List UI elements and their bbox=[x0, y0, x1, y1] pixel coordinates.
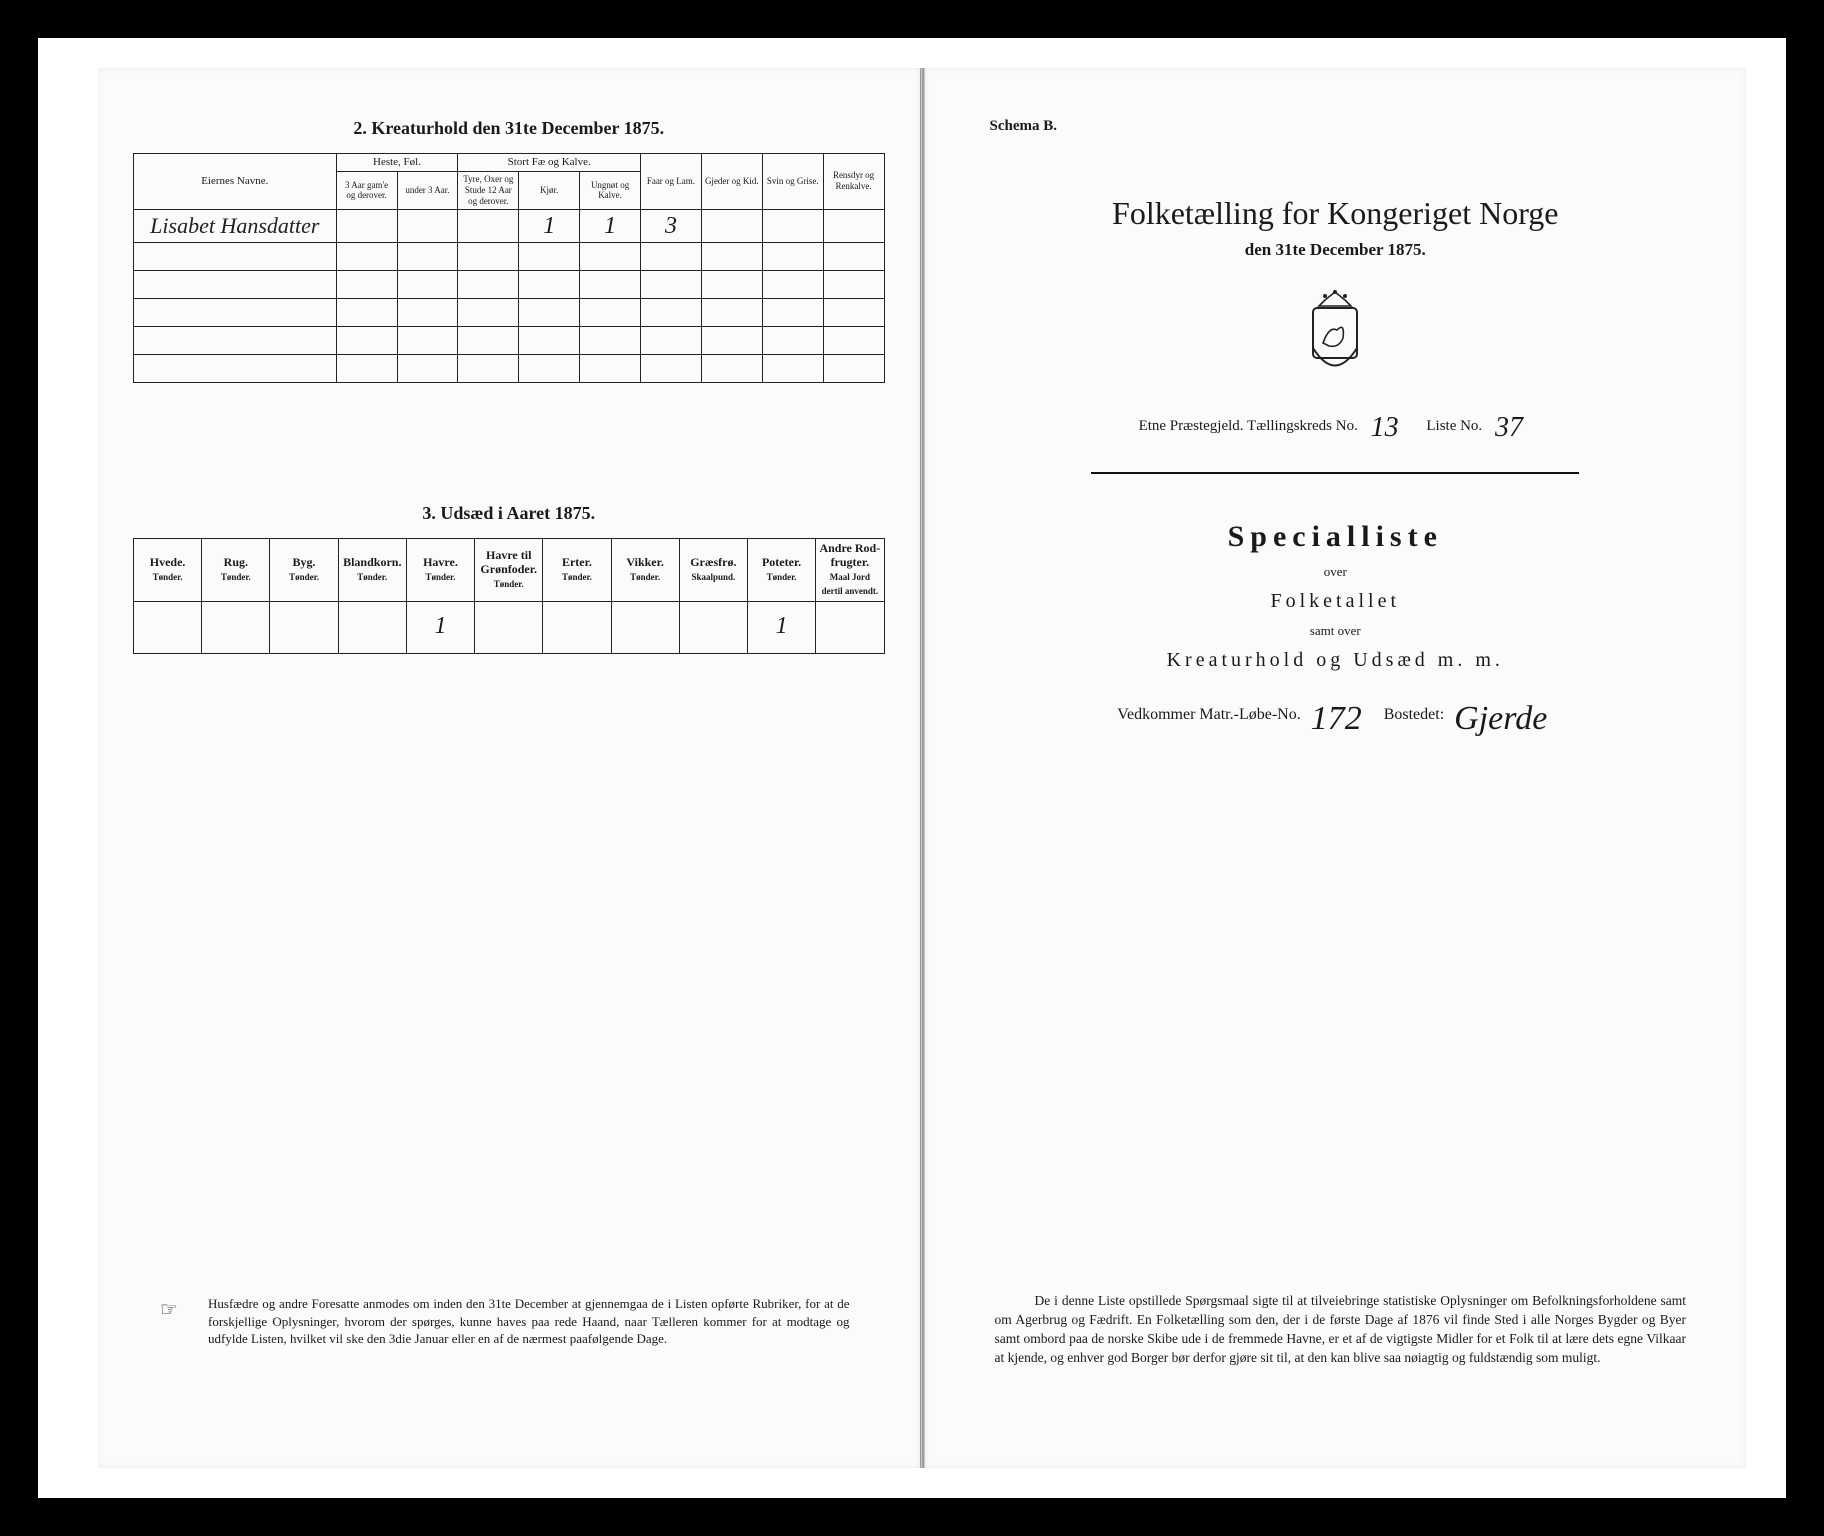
kreatur-label: Kreaturhold og Udsæd m. m. bbox=[960, 649, 1712, 672]
col-graes: Græsfrø.Skaalpund. bbox=[679, 539, 747, 601]
cell bbox=[336, 209, 397, 243]
table-row bbox=[134, 299, 885, 327]
col-andre: Andre Rod-frugter.Maal Jord dertil anven… bbox=[816, 539, 884, 601]
col-group-stort: Stort Fæ og Kalve. bbox=[458, 154, 641, 172]
matr-prefix: Vedkommer Matr.-Løbe-No. bbox=[1117, 706, 1301, 723]
cell bbox=[823, 209, 884, 243]
col-rug: Rug.Tønder. bbox=[202, 539, 270, 601]
page-title: Folketælling for Kongeriget Norge bbox=[960, 195, 1712, 232]
col-gjeder: Gjeder og Kid. bbox=[701, 154, 762, 210]
section-3-title: 3. Udsæd i Aaret 1875. bbox=[133, 503, 885, 524]
matr-line: Vedkommer Matr.-Løbe-No. 172 Bostedet: G… bbox=[960, 700, 1712, 738]
cell bbox=[270, 601, 338, 653]
col-havre-gr: Havre til Grønfoder.Tønder. bbox=[475, 539, 543, 601]
col-stort-c: Ungnøt og Kalve. bbox=[580, 172, 641, 209]
col-byg: Byg.Tønder. bbox=[270, 539, 338, 601]
right-footnote: De i denne Liste opstillede Spørgsmaal s… bbox=[995, 1292, 1687, 1368]
census-book: 2. Kreaturhold den 31te December 1875. E… bbox=[98, 68, 1746, 1468]
table-row: Lisabet Hansdatter 1 1 3 bbox=[134, 209, 885, 243]
col-heste-a: 3 Aar gam'e og derover. bbox=[336, 172, 397, 209]
col-stort-b: Kjør. bbox=[519, 172, 580, 209]
cell-havre: 1 bbox=[406, 601, 474, 653]
cell-kjor: 1 bbox=[519, 209, 580, 243]
cell bbox=[611, 601, 679, 653]
left-footnote-text: Husfædre og andre Foresatte anmodes om i… bbox=[208, 1296, 850, 1346]
seed-table: Hvede.Tønder. Rug.Tønder. Byg.Tønder. Bl… bbox=[133, 538, 885, 653]
divider bbox=[1091, 472, 1579, 474]
col-poteter: Poteter.Tønder. bbox=[747, 539, 815, 601]
specialliste-heading: Specialliste bbox=[960, 520, 1712, 554]
cell-poteter: 1 bbox=[747, 601, 815, 653]
col-erter: Erter.Tønder. bbox=[543, 539, 611, 601]
owner-name: Lisabet Hansdatter bbox=[134, 209, 337, 243]
admin-prefix: Etne Præstegjeld. Tællingskreds No. bbox=[1139, 418, 1358, 434]
col-svin: Svin og Grise. bbox=[762, 154, 823, 210]
page-subtitle: den 31te December 1875. bbox=[960, 240, 1712, 260]
table-row bbox=[134, 355, 885, 383]
pointing-hand-icon: ☞ bbox=[160, 1297, 178, 1324]
col-rensdyr: Rensdyr og Renkalve. bbox=[823, 154, 884, 210]
right-footnote-text: De i denne Liste opstillede Spørgsmaal s… bbox=[995, 1293, 1687, 1365]
col-bland: Blandkorn.Tønder. bbox=[338, 539, 406, 601]
cell-ung: 1 bbox=[580, 209, 641, 243]
col-faar: Faar og Lam. bbox=[641, 154, 702, 210]
cell bbox=[475, 601, 543, 653]
col-group-heste: Heste, Føl. bbox=[336, 154, 458, 172]
col-heste-b: under 3 Aar. bbox=[397, 172, 458, 209]
cell bbox=[202, 601, 270, 653]
cell bbox=[701, 209, 762, 243]
bostedet-label: Bostedet: bbox=[1384, 706, 1444, 723]
table-row bbox=[134, 243, 885, 271]
cell bbox=[338, 601, 406, 653]
col-owner: Eiernes Navne. bbox=[134, 154, 337, 210]
kreds-no: 13 bbox=[1362, 412, 1408, 444]
livestock-table: Eiernes Navne. Heste, Føl. Stort Fæ og K… bbox=[133, 153, 885, 383]
col-hvede: Hvede.Tønder. bbox=[134, 539, 202, 601]
folketallet-label: Folketallet bbox=[960, 590, 1712, 613]
col-stort-a: Tyre, Oxer og Stude 12 Aar og derover. bbox=[458, 172, 519, 209]
matr-no: 172 bbox=[1305, 700, 1368, 738]
bostedet-value: Gjerde bbox=[1448, 700, 1553, 738]
table-row bbox=[134, 271, 885, 299]
over-label: over bbox=[960, 564, 1712, 580]
cell bbox=[134, 601, 202, 653]
table-row bbox=[134, 327, 885, 355]
left-page: 2. Kreaturhold den 31te December 1875. E… bbox=[98, 68, 921, 1468]
scan-frame: 2. Kreaturhold den 31te December 1875. E… bbox=[38, 38, 1786, 1498]
liste-no: 37 bbox=[1486, 412, 1532, 444]
cell bbox=[458, 209, 519, 243]
samt-label: samt over bbox=[960, 623, 1712, 639]
left-footnote: ☞ Husfædre og andre Foresatte anmodes om… bbox=[208, 1295, 850, 1348]
liste-label: Liste No. bbox=[1426, 418, 1482, 434]
cell-faar: 3 bbox=[641, 209, 702, 243]
right-page: Schema B. Folketælling for Kongeriget No… bbox=[925, 68, 1747, 1468]
cell bbox=[679, 601, 747, 653]
cell bbox=[543, 601, 611, 653]
admin-line: Etne Præstegjeld. Tællingskreds No. 13 L… bbox=[960, 412, 1712, 444]
cell bbox=[762, 209, 823, 243]
schema-label: Schema B. bbox=[990, 118, 1712, 135]
col-vikker: Vikker.Tønder. bbox=[611, 539, 679, 601]
col-havre: Havre.Tønder. bbox=[406, 539, 474, 601]
cell bbox=[397, 209, 458, 243]
coat-of-arms-icon bbox=[1295, 288, 1375, 388]
cell bbox=[816, 601, 884, 653]
section-2-title: 2. Kreaturhold den 31te December 1875. bbox=[133, 118, 885, 139]
table-row: 1 1 bbox=[134, 601, 885, 653]
